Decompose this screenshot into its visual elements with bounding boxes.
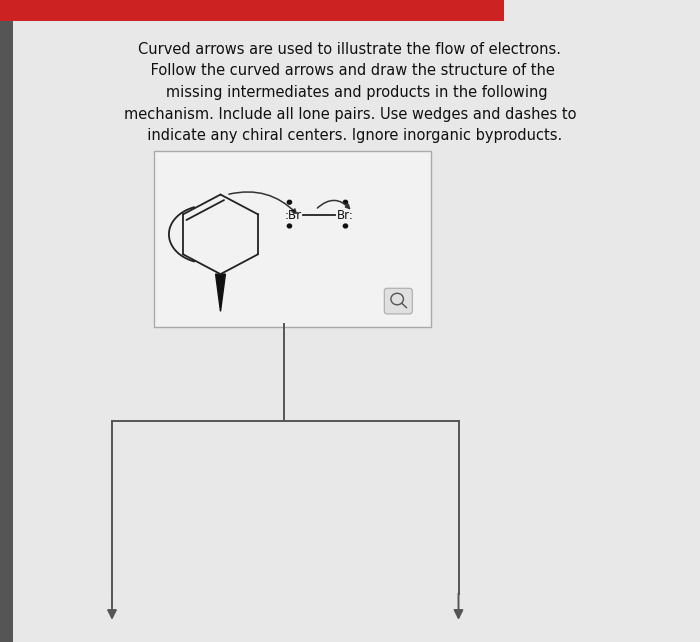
FancyBboxPatch shape xyxy=(154,151,430,327)
FancyArrowPatch shape xyxy=(229,192,296,213)
FancyBboxPatch shape xyxy=(384,288,412,314)
Circle shape xyxy=(344,224,348,228)
Text: Curved arrows are used to illustrate the flow of electrons.
 Follow the curved a: Curved arrows are used to illustrate the… xyxy=(124,42,576,143)
FancyArrowPatch shape xyxy=(317,200,349,209)
Text: :Br: :Br xyxy=(285,209,302,221)
Bar xyxy=(0,0,504,21)
Circle shape xyxy=(344,200,348,204)
Polygon shape xyxy=(216,274,225,311)
Circle shape xyxy=(287,224,292,228)
Text: Br:: Br: xyxy=(337,209,354,221)
Circle shape xyxy=(287,200,292,204)
Bar xyxy=(0,0,13,642)
